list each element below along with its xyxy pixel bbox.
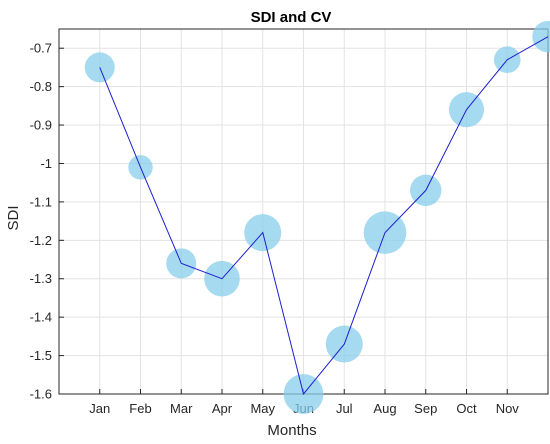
y-tick-label: -1.6 — [30, 387, 52, 402]
y-tick-label: -1.1 — [30, 194, 52, 209]
x-tick-label: Nov — [496, 401, 520, 416]
grid — [59, 29, 549, 395]
y-tick-label: -1.4 — [30, 310, 52, 325]
x-tick-label: Mar — [170, 401, 193, 416]
x-tick-label: Apr — [212, 401, 233, 416]
chart-title: SDI and CV — [251, 9, 332, 26]
y-tick-label: -1.2 — [30, 233, 52, 248]
y-axis: -1.6 -1.5 -1.4 -1.3 -1.2 -1.1 -1 -0.9 -0.8 -0.7 — [30, 41, 64, 402]
x-tick-label: Aug — [373, 401, 396, 416]
y-tick-label: -1.5 — [30, 348, 52, 363]
y-tick-label: -1.3 — [30, 271, 52, 286]
x-tick-label: May — [250, 401, 275, 416]
bubble — [532, 20, 550, 53]
x-tick-label: Feb — [129, 401, 151, 416]
series-line — [99, 36, 549, 396]
y-axis-title: SDI — [5, 205, 22, 230]
y-tick-label: -0.8 — [30, 79, 52, 94]
x-axis-title: Months — [267, 422, 316, 439]
x-tick-label: Sep — [414, 401, 437, 416]
y-tick-label: -1 — [40, 156, 52, 171]
y-tick-label: -0.7 — [30, 41, 52, 56]
x-tick-label: Jan — [89, 401, 110, 416]
x-tick-label: Jul — [336, 401, 353, 416]
x-tick-label: Oct — [456, 401, 477, 416]
y-tick-label: -0.9 — [30, 118, 52, 133]
bubbles — [84, 20, 550, 414]
